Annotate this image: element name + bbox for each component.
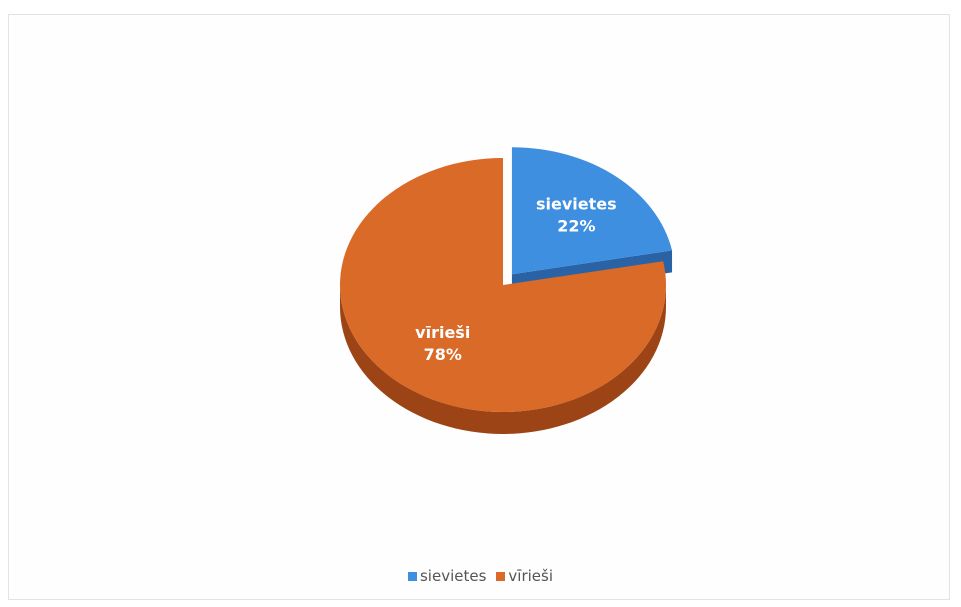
legend-label-viriesi: vīrieši xyxy=(508,567,553,585)
legend-swatch-viriesi xyxy=(496,571,506,581)
data-label-name-1: vīrieši xyxy=(415,323,470,342)
data-label-name-0: sievietes xyxy=(536,195,617,214)
legend: sievietes vīrieši xyxy=(0,567,961,585)
legend-label-sievietes: sievietes xyxy=(419,567,487,585)
legend-item-viriesi: vīrieši xyxy=(496,567,553,585)
slice-side-1 xyxy=(340,285,666,434)
data-label-value-0: 22% xyxy=(557,217,595,236)
legend-swatch-sievietes xyxy=(407,571,417,581)
slice-0 xyxy=(511,147,673,275)
data-label-value-1: 78% xyxy=(424,345,462,364)
slice-1 xyxy=(339,158,666,412)
legend-item-sievietes: sievietes xyxy=(407,567,487,585)
